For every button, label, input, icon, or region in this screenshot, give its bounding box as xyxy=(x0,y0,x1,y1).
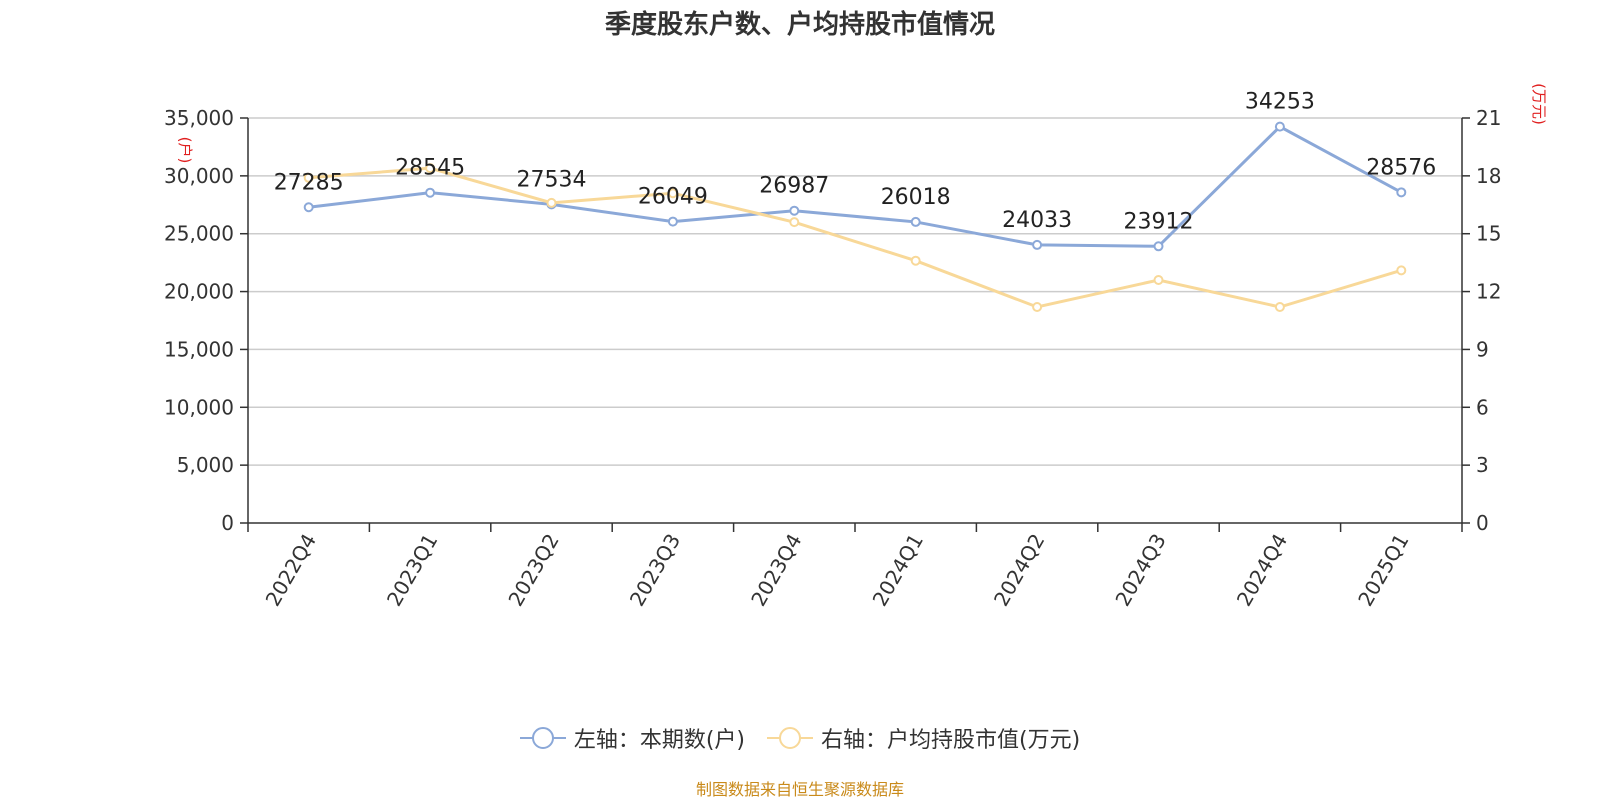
x-axis-category-label: 2023Q3 xyxy=(625,530,685,611)
data-label: 28545 xyxy=(395,156,465,181)
left-axis-tick-label: 15,000 xyxy=(164,337,234,361)
x-axis-category-label: 2023Q2 xyxy=(503,530,563,611)
x-axis-category-label: 2024Q1 xyxy=(868,530,928,611)
data-point-left xyxy=(1153,241,1164,252)
data-point-left xyxy=(910,216,921,227)
data-label: 23912 xyxy=(1124,209,1194,234)
series-line-left xyxy=(308,124,1403,248)
right-axis-tick-label: 18 xyxy=(1476,164,1501,188)
left-axis-tick-label: 25,000 xyxy=(164,222,234,246)
right-axis-tick-label: 0 xyxy=(1476,511,1489,535)
x-axis-category-label: 2024Q3 xyxy=(1110,530,1170,611)
data-point-left xyxy=(425,187,436,198)
data-label: 28576 xyxy=(1366,155,1436,180)
x-axis-category-label: 2022Q4 xyxy=(261,530,321,611)
series-line-right xyxy=(308,166,1402,309)
right-axis-unit: (万元) xyxy=(1530,83,1548,125)
x-axis-category-label: 2023Q4 xyxy=(746,530,806,611)
x-axis-category-label: 2024Q2 xyxy=(989,530,1049,611)
data-label: 26049 xyxy=(638,185,708,210)
legend-marker-right xyxy=(767,726,813,750)
right-axis-tick-label: 6 xyxy=(1476,395,1489,419)
data-label: 27534 xyxy=(517,167,587,192)
legend-label-left: 左轴：本期数(户) xyxy=(573,728,745,753)
data-label: 26018 xyxy=(881,185,951,210)
data-point-left xyxy=(1396,187,1407,198)
x-axis-category-label: 2023Q1 xyxy=(382,530,442,611)
data-point-left xyxy=(1274,121,1285,132)
data-point-left xyxy=(303,202,314,213)
data-point-right xyxy=(546,197,557,208)
left-axis-tick-label: 20,000 xyxy=(164,280,234,304)
data-point-right xyxy=(1396,265,1407,276)
left-axis-unit: (户) xyxy=(176,137,194,164)
data-point-right xyxy=(1032,302,1043,312)
left-axis-tick-label: 35,000 xyxy=(164,106,234,130)
data-point-right xyxy=(1153,275,1164,285)
right-axis-tick-label: 3 xyxy=(1476,453,1489,477)
source-note: 制图数据来自恒生聚源数据库 xyxy=(695,780,904,799)
legend-item-right-series[interactable]: 右轴：户均持股市值(万元) xyxy=(767,722,1080,754)
data-point-right xyxy=(789,217,800,228)
legend: 左轴：本期数(户) 右轴：户均持股市值(万元) xyxy=(0,722,1600,754)
data-point-left xyxy=(789,205,800,216)
data-point-right xyxy=(910,255,921,266)
data-label: 24033 xyxy=(1002,208,1072,233)
left-axis-tick-label: 10,000 xyxy=(164,395,234,419)
left-axis-tick-label: 30,000 xyxy=(164,164,234,188)
left-axis-tick-label: 0 xyxy=(221,511,234,535)
legend-item-left-series[interactable]: 左轴：本期数(户) xyxy=(519,722,745,754)
data-point-left xyxy=(667,216,678,227)
right-axis-tick-label: 21 xyxy=(1476,106,1501,130)
right-axis-tick-label: 12 xyxy=(1476,280,1501,304)
data-point-right xyxy=(1274,302,1285,312)
right-axis-tick-label: 9 xyxy=(1476,337,1489,361)
x-axis-category-label: 2024Q4 xyxy=(1232,530,1292,611)
data-label: 34253 xyxy=(1245,90,1315,115)
legend-label-right: 右轴：户均持股市值(万元) xyxy=(821,728,1081,753)
data-point-right xyxy=(667,188,678,199)
x-axis-category-label: 2025Q1 xyxy=(1353,530,1413,611)
data-point-right xyxy=(425,163,436,174)
data-label: 26987 xyxy=(759,174,829,199)
data-point-left xyxy=(1032,239,1043,250)
legend-marker-left xyxy=(519,726,566,750)
data-point-right xyxy=(303,172,314,183)
data-label: 27285 xyxy=(274,170,344,195)
right-axis-tick-label: 15 xyxy=(1476,222,1501,246)
chart-title: 季度股东户数、户均持股市值情况 xyxy=(604,10,995,40)
left-axis-tick-label: 5,000 xyxy=(177,453,234,477)
